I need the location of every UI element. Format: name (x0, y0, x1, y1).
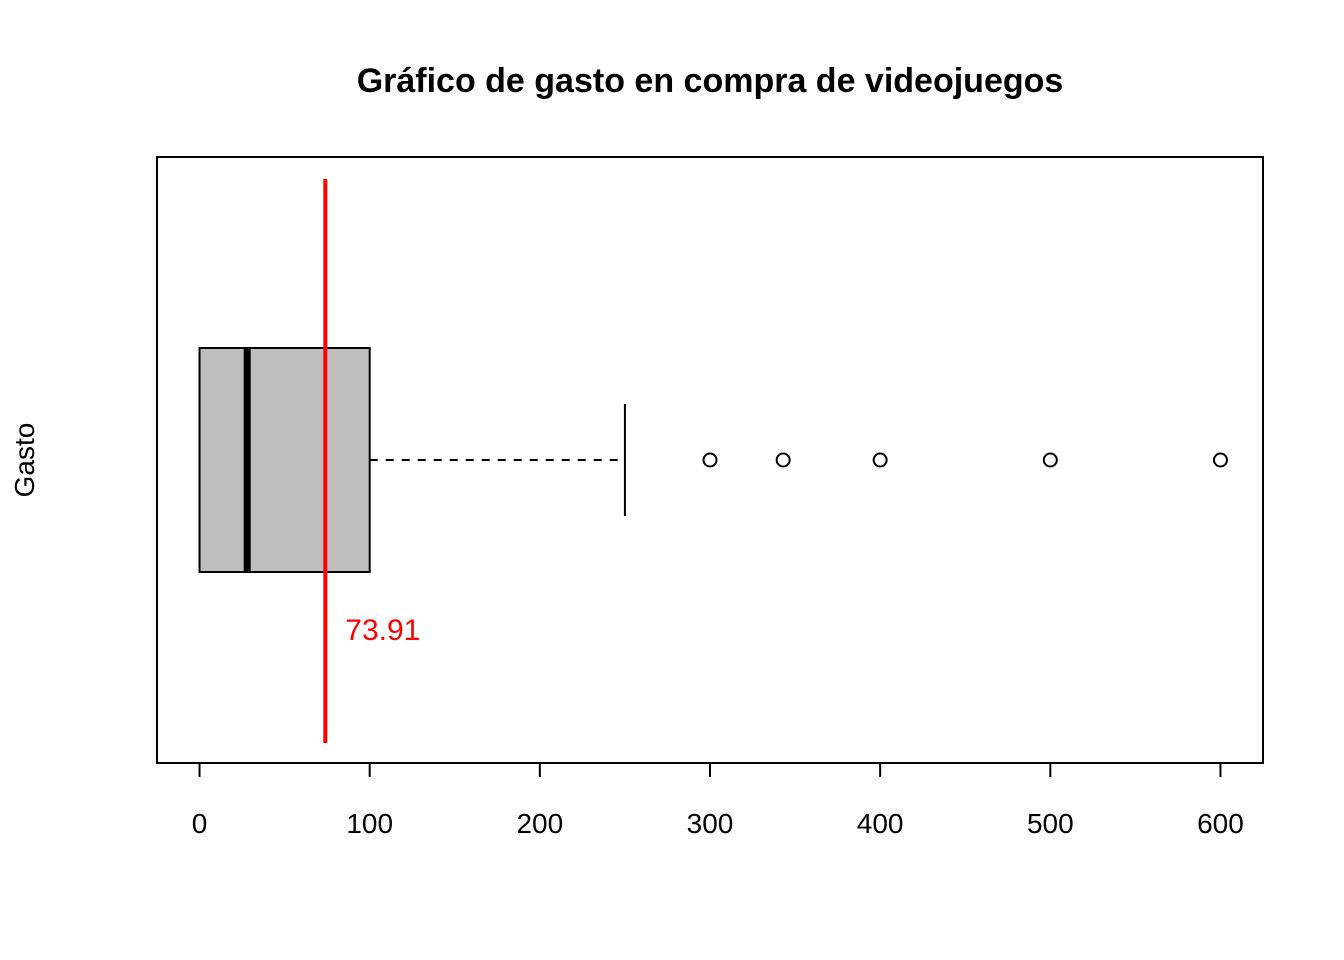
x-tick-label: 400 (857, 808, 904, 839)
x-tick-label: 100 (346, 808, 393, 839)
outlier-point (1212, 452, 1228, 468)
outlier-point (775, 452, 791, 468)
iqr-box (198, 347, 371, 573)
outlier-point (702, 452, 718, 468)
x-tick-label: 600 (1197, 808, 1244, 839)
x-tick-label: 500 (1027, 808, 1074, 839)
x-tick-label: 200 (516, 808, 563, 839)
box-group (198, 347, 626, 573)
y-axis-label: Gasto (9, 423, 40, 498)
x-tick-label: 0 (192, 808, 208, 839)
x-axis: 0 100 200 300 400 500 600 (192, 762, 1244, 839)
outlier-points (702, 452, 1228, 468)
mean-group: 73.91 (323, 179, 420, 743)
outlier-point (872, 452, 888, 468)
outlier-point (1042, 452, 1058, 468)
mean-label: 73.91 (345, 614, 420, 647)
x-tick-label: 300 (687, 808, 734, 839)
chart-title: Gráfico de gasto en compra de videojuego… (357, 62, 1064, 100)
